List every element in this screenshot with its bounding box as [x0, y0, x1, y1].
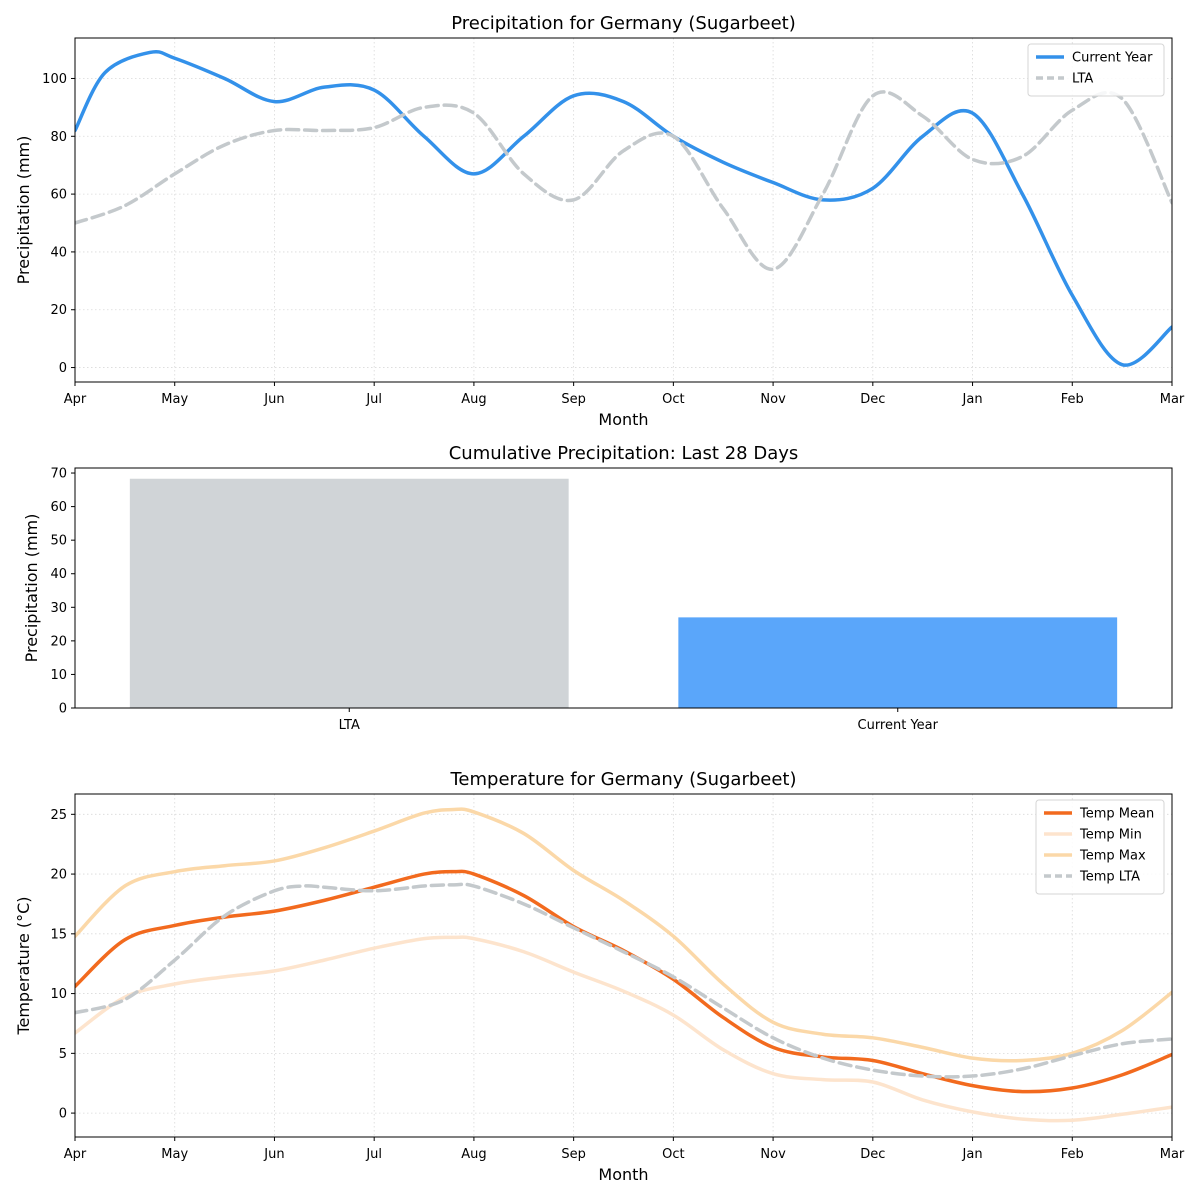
x-tick-label: Feb — [1061, 392, 1084, 407]
x-tick-label: Mar — [1160, 1147, 1185, 1162]
x-tick-label: Jan — [962, 1147, 983, 1162]
legend-label: Temp Min — [1079, 828, 1142, 843]
legend-label: Current Year — [1072, 51, 1153, 66]
legend-label: Temp Mean — [1079, 807, 1154, 822]
x-tick-label: Mar — [1160, 392, 1185, 407]
y-tick-label: 30 — [50, 601, 67, 616]
y-tick-label: 20 — [50, 868, 67, 883]
y-axis-label: Precipitation (mm) — [14, 136, 33, 285]
y-axis-label: Precipitation (mm) — [22, 514, 41, 663]
x-tick-label: Jan — [962, 392, 983, 407]
y-tick-label: 25 — [50, 808, 67, 823]
x-tick-label: Aug — [461, 392, 486, 407]
x-axis-label: Month — [598, 1165, 648, 1184]
x-tick-label: Jul — [365, 1147, 382, 1162]
plot-frame — [74, 37, 1173, 383]
x-tick-label: Aug — [461, 1147, 486, 1162]
x-tick-label: Apr — [64, 392, 87, 407]
y-tick-label: 0 — [59, 1107, 67, 1122]
series-line-current-year — [75, 49, 1172, 367]
x-tick-label: Jul — [365, 392, 382, 407]
chart-title: Precipitation for Germany (Sugarbeet) — [451, 13, 796, 34]
x-tick-label: LTA — [339, 718, 360, 733]
x-tick-label: Jun — [263, 392, 284, 407]
cumulative-bar-chart: LTA Current Year 0 10 20 30 40 50 60 70 Cumulative… — [22, 443, 1173, 733]
chart-title: Cumulative Precipitation: Last 28 Days — [449, 443, 799, 464]
series-line-temp-lta — [75, 882, 1172, 1079]
y-tick-label: 70 — [50, 467, 67, 482]
temperature-line-chart: Apr May Jun Jul Aug Sep Oct Nov Dec Jan Feb Mar 0 5 10… — [14, 769, 1185, 1184]
series-line-temp-mean — [75, 869, 1172, 1094]
legend: Current Year LTA — [1027, 43, 1165, 97]
y-tick-label: 10 — [50, 668, 67, 683]
legend: Temp Mean Temp Min Temp Max Temp LTA — [1035, 799, 1165, 895]
x-tick-label: Jun — [263, 1147, 284, 1162]
y-tick-label: 40 — [50, 567, 67, 582]
y-axis-label: Temperature (°C) — [14, 896, 33, 1035]
x-tick-label: Oct — [662, 392, 684, 407]
x-axis-label: Month — [598, 410, 648, 429]
y-tick-label: 20 — [50, 303, 67, 318]
precipitation-line-chart: Apr May Jun Jul Aug Sep Oct Nov Dec Jan Feb Mar 0 20 4… — [14, 13, 1185, 429]
x-tick-label: Apr — [64, 1147, 87, 1162]
x-tick-label: Sep — [561, 1147, 586, 1162]
x-tick-label: Feb — [1061, 1147, 1084, 1162]
y-tick-label: 20 — [50, 634, 67, 649]
chart-title: Temperature for Germany (Sugarbeet) — [449, 769, 796, 790]
y-tick-label: 15 — [50, 927, 67, 942]
y-tick-label: 40 — [50, 245, 67, 260]
y-tick-label: 100 — [42, 72, 67, 87]
x-tick-label: May — [161, 1147, 188, 1162]
y-tick-label: 0 — [59, 702, 67, 717]
x-tick-label: Oct — [662, 1147, 684, 1162]
series-line-temp-min — [75, 935, 1172, 1123]
x-tick-label: Nov — [760, 392, 786, 407]
legend-label: Temp Max — [1079, 849, 1146, 864]
x-tick-label: Dec — [860, 392, 885, 407]
x-tick-label: May — [161, 392, 188, 407]
x-tick-label: Sep — [561, 392, 586, 407]
y-tick-label: 5 — [59, 1047, 67, 1062]
y-tick-label: 0 — [59, 361, 67, 376]
plot-frame — [74, 467, 1173, 709]
x-tick-label: Dec — [860, 1147, 885, 1162]
plot-frame — [74, 793, 1173, 1138]
legend-label: LTA — [1072, 72, 1093, 87]
y-tick-label: 60 — [50, 188, 67, 203]
bar-current-year — [678, 617, 1118, 708]
y-tick-label: 80 — [50, 130, 67, 145]
series-group — [75, 49, 1172, 367]
series-line-lta — [75, 90, 1172, 272]
series-group — [75, 807, 1172, 1123]
bar-lta — [129, 478, 569, 708]
x-tick-label: Current Year — [858, 718, 939, 733]
series-line-temp-max — [75, 807, 1172, 1063]
x-tick-label: Nov — [760, 1147, 786, 1162]
legend-label: Temp LTA — [1079, 870, 1140, 885]
y-tick-label: 50 — [50, 534, 67, 549]
y-tick-label: 10 — [50, 987, 67, 1002]
legend-box — [1035, 799, 1165, 895]
y-tick-label: 60 — [50, 500, 67, 515]
